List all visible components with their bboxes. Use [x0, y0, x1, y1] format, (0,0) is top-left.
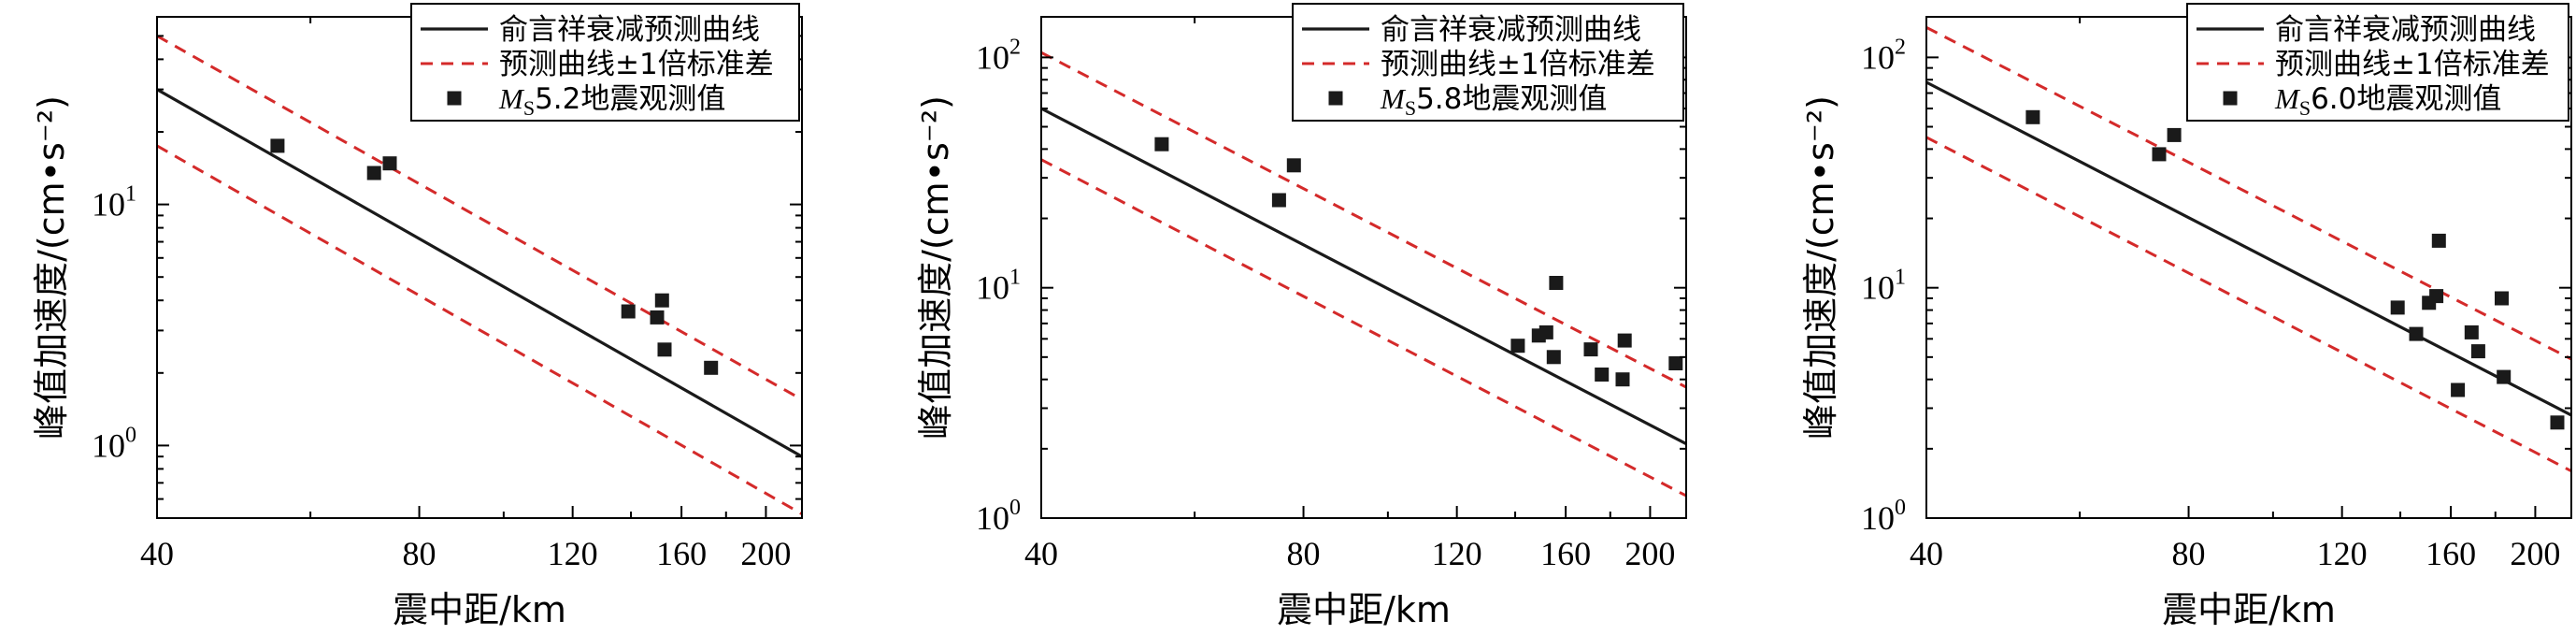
data-point — [2470, 344, 2485, 359]
x-tick-label: 200 — [740, 535, 791, 572]
std-dev-curve — [1926, 25, 2571, 361]
legend-label: MS5.2地震观测值 — [498, 82, 725, 120]
legend-label: 俞言祥衰减预测曲线 — [1381, 13, 1641, 47]
data-point — [2550, 415, 2565, 430]
y-tick-label: 100 — [976, 496, 1021, 537]
chart-panel-3: 40 80 120 160 200 100 101 102 震中距/km 峰值加速度/(cm•s⁻… — [1800, 3, 2572, 630]
x-tick-label: 40 — [140, 535, 174, 572]
legend-box — [2186, 3, 2569, 122]
std-dev-curve — [157, 144, 802, 515]
data-point — [1286, 158, 1301, 173]
legend-label: 俞言祥衰减预测曲线 — [2275, 13, 2536, 47]
y-axis-title: 峰值加速度/(cm•s⁻²) — [915, 95, 956, 440]
chart-panel-1: 40 80 120 160 200 100 101 震中距/km 峰值加速度/(cm•s⁻²) 俞… — [31, 3, 803, 630]
y-tick-label: 101 — [976, 266, 1021, 307]
data-point — [1595, 368, 1610, 382]
data-point — [1549, 276, 1564, 290]
data-point — [621, 304, 636, 319]
data-point — [650, 310, 665, 325]
data-point — [2429, 289, 2444, 304]
legend-label: 预测曲线±1倍标准差 — [499, 48, 774, 81]
series-group — [1926, 25, 2571, 473]
data-point — [2025, 109, 2040, 124]
data-point — [270, 138, 285, 153]
data-point — [1271, 193, 1286, 208]
std-dev-curve — [157, 35, 802, 401]
x-tick-label: 200 — [1624, 535, 1675, 572]
x-tick-label: 200 — [2510, 535, 2560, 572]
data-point — [2152, 147, 2167, 162]
x-axis-title: 震中距/km — [2162, 589, 2336, 630]
y-tick-label: 101 — [92, 182, 136, 224]
data-point — [366, 166, 381, 180]
data-point — [654, 293, 669, 308]
data-point — [657, 342, 672, 357]
prediction-curve — [157, 88, 802, 458]
data-point — [1668, 356, 1683, 370]
prediction-curve — [1926, 80, 2571, 417]
legend-box — [1292, 3, 1684, 122]
x-tick-label: 160 — [2426, 535, 2476, 572]
prediction-curve — [1041, 107, 1686, 446]
x-tick-label: 120 — [2317, 535, 2368, 572]
data-point — [2495, 291, 2509, 306]
std-dev-curve — [1041, 158, 1686, 498]
legend-box — [410, 3, 800, 122]
legend-marker-swatch — [1328, 91, 1343, 106]
data-point — [1583, 342, 1598, 357]
x-tick-label: 40 — [1024, 535, 1058, 572]
legend-marker-swatch — [447, 91, 462, 106]
legend-label: 预测曲线±1倍标准差 — [2275, 48, 2550, 81]
x-axis-title: 震中距/km — [393, 589, 566, 630]
data-point — [382, 156, 397, 171]
data-point — [1538, 325, 1553, 339]
data-point — [1615, 372, 1630, 387]
x-tick-label: 120 — [548, 535, 598, 572]
data-point — [2451, 382, 2466, 397]
x-tick-label: 80 — [1287, 535, 1321, 572]
data-point — [2431, 233, 2446, 248]
data-point — [2497, 369, 2512, 384]
y-tick-label: 101 — [1861, 266, 1906, 307]
series-group — [157, 35, 802, 515]
y-axis-title: 峰值加速度/(cm•s⁻²) — [1800, 95, 1841, 440]
data-point — [704, 360, 719, 375]
x-axis-title: 震中距/km — [1277, 589, 1451, 630]
x-tick-label: 160 — [656, 535, 707, 572]
std-dev-curve — [1041, 51, 1686, 389]
y-tick-label: 100 — [1861, 496, 1906, 537]
y-tick-label: 102 — [976, 35, 1021, 76]
chart-panel-2: 40 80 120 160 200 100 101 102 震中距/km 峰值加速度/(cm•s⁻… — [915, 3, 1687, 630]
x-tick-label: 160 — [1540, 535, 1591, 572]
legend-label: 俞言祥衰减预测曲线 — [499, 13, 760, 47]
data-point — [1546, 350, 1561, 365]
x-tick-label: 120 — [1432, 535, 1482, 572]
std-dev-curve — [1926, 136, 2571, 473]
y-tick-label: 100 — [92, 423, 136, 464]
data-point — [1154, 137, 1169, 152]
legend-marker-swatch — [2223, 91, 2238, 106]
data-point — [1510, 339, 1525, 354]
x-tick-label: 80 — [2172, 535, 2206, 572]
x-tick-label: 40 — [1910, 535, 1943, 572]
data-point — [2390, 300, 2405, 315]
data-point — [2409, 326, 2424, 341]
legend-label: 预测曲线±1倍标准差 — [1381, 48, 1655, 81]
y-axis-title: 峰值加速度/(cm•s⁻²) — [31, 95, 72, 440]
x-tick-label: 80 — [403, 535, 436, 572]
legend-label: MS6.0地震观测值 — [2274, 82, 2501, 120]
series-group — [1041, 51, 1686, 498]
y-tick-label: 102 — [1861, 35, 1906, 76]
data-point — [2464, 325, 2479, 339]
legend-label: MS5.8地震观测值 — [1380, 82, 1607, 120]
data-point — [1617, 333, 1632, 348]
data-point — [2167, 127, 2182, 142]
